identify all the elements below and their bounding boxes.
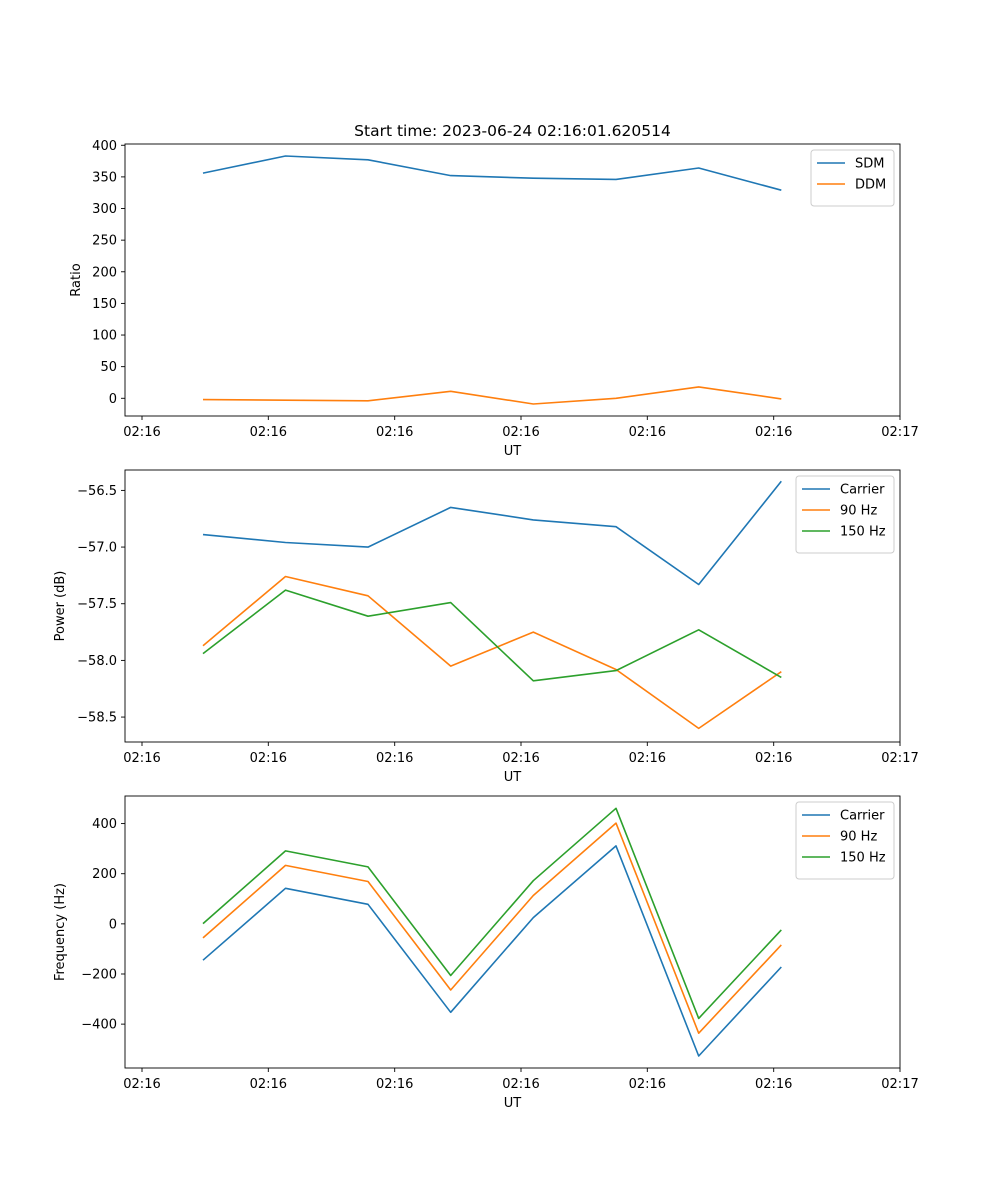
legend-entry: 90 Hz: [840, 830, 877, 845]
legend-entry: DDM: [855, 178, 886, 193]
series-line-150-hz: [202, 807, 782, 1020]
y-tick-label: −400: [81, 1018, 117, 1033]
x-tick-label: 02:17: [881, 751, 918, 766]
axes-frame: [124, 143, 901, 417]
y-tick-label: 400: [92, 139, 117, 154]
legend: Carrier 90 Hz 150 Hz: [795, 475, 895, 554]
y-axis-label: Frequency (Hz): [53, 883, 68, 981]
legend: SDM DDM: [810, 149, 895, 207]
x-tick-label: 02:16: [250, 425, 287, 440]
y-tick-label: 200: [92, 867, 117, 882]
legend-entry: Carrier: [840, 483, 885, 498]
y-tick-label: 300: [92, 202, 117, 217]
axes-frame: [124, 469, 901, 743]
chart-panel-3: −400 −200 0 200 400 02:16 02:16 02:16 02:16 02:16…: [53, 795, 919, 1111]
axes-frame: [124, 795, 901, 1069]
y-tick-label: −57.5: [77, 597, 117, 612]
series-line-ddm: [202, 386, 782, 405]
series-line-90-hz: [202, 575, 782, 730]
y-axis-label: Power (dB): [53, 571, 68, 642]
y-tick-label: −200: [81, 967, 117, 982]
x-tick-label: 02:16: [123, 1077, 160, 1092]
chart-title: Start time: 2023-06-24 02:16:01.620514: [354, 122, 671, 140]
y-tick-label: −56.5: [77, 484, 117, 499]
x-axis-label: UT: [504, 444, 522, 459]
x-tick-label: 02:17: [881, 425, 918, 440]
x-tick-label: 02:16: [376, 425, 413, 440]
legend: Carrier 90 Hz 150 Hz: [795, 801, 895, 880]
x-tick-label: 02:16: [123, 751, 160, 766]
series-line-carrier: [202, 845, 782, 1057]
x-tick-label: 02:16: [629, 1077, 666, 1092]
legend-entry: 150 Hz: [840, 851, 886, 866]
legend-box: [795, 475, 895, 554]
x-tick-label: 02:16: [376, 1077, 413, 1092]
y-tick-label: 0: [109, 917, 117, 932]
y-tick-label: 200: [92, 265, 117, 280]
y-tick-label: −57.0: [77, 541, 117, 556]
x-tick-label: 02:16: [250, 751, 287, 766]
y-tick-label: 0: [109, 392, 117, 407]
y-tick-label: 400: [92, 817, 117, 832]
x-tick-label: 02:16: [629, 751, 666, 766]
x-tick-label: 02:16: [502, 425, 539, 440]
y-tick-label: 250: [92, 234, 117, 249]
series-line-150-hz: [202, 589, 782, 682]
x-tick-label: 02:16: [755, 1077, 792, 1092]
y-tick-label: −58.0: [77, 654, 117, 669]
chart-panel-2: −58.5 −58.0 −57.5 −57.0 −56.5 02:16 02:16 02:16…: [53, 469, 919, 785]
legend-entry: Carrier: [840, 809, 885, 824]
y-tick-label: −58.5: [77, 711, 117, 726]
series-line-carrier: [202, 480, 782, 586]
x-tick-label: 02:16: [250, 1077, 287, 1092]
x-tick-label: 02:16: [376, 751, 413, 766]
y-tick-label: 100: [92, 329, 117, 344]
y-axis-label: Ratio: [69, 263, 84, 296]
legend-box: [810, 149, 895, 207]
legend-box: [795, 801, 895, 880]
x-tick-label: 02:16: [755, 425, 792, 440]
x-tick-label: 02:16: [502, 751, 539, 766]
series-line-sdm: [202, 155, 782, 191]
y-tick-label: 150: [92, 297, 117, 312]
chart-panel-1: Start time: 2023-06-24 02:16:01.620514 0 5…: [69, 122, 919, 459]
legend-entry: SDM: [855, 157, 884, 172]
y-tick-label: 350: [92, 170, 117, 185]
x-axis-label: UT: [504, 1096, 522, 1111]
y-tick-label: 50: [100, 360, 117, 375]
legend-entry: 90 Hz: [840, 504, 877, 519]
x-tick-label: 02:16: [755, 751, 792, 766]
x-tick-label: 02:17: [881, 1077, 918, 1092]
x-tick-label: 02:16: [502, 1077, 539, 1092]
x-tick-label: 02:16: [629, 425, 666, 440]
x-axis-label: UT: [504, 770, 522, 785]
legend-entry: 150 Hz: [840, 525, 886, 540]
x-tick-label: 02:16: [123, 425, 160, 440]
series-line-90-hz: [202, 822, 782, 1034]
